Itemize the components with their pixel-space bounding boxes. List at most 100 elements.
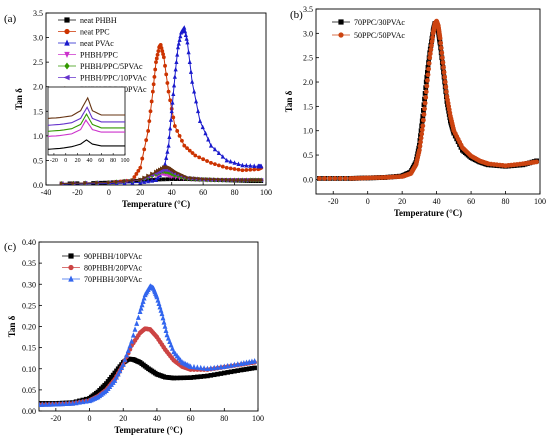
y-tick-label: 1.5 bbox=[303, 102, 313, 111]
data-point bbox=[165, 177, 170, 182]
data-point bbox=[418, 139, 423, 145]
x-tick-label: 0 bbox=[88, 414, 92, 423]
data-point bbox=[176, 171, 181, 176]
panel-label: (a) bbox=[4, 13, 17, 25]
data-point bbox=[165, 335, 171, 341]
data-point bbox=[154, 60, 158, 65]
data-point bbox=[178, 33, 183, 39]
data-point bbox=[174, 59, 179, 65]
x-tick-label: -20 bbox=[72, 188, 83, 197]
data-point bbox=[423, 89, 429, 95]
y-tick-label: 2.5 bbox=[33, 58, 43, 67]
plot-frame bbox=[315, 8, 541, 195]
data-point bbox=[170, 100, 175, 105]
data-point bbox=[138, 305, 144, 311]
data-point bbox=[213, 162, 217, 167]
data-point bbox=[430, 34, 435, 40]
y-tick-label: 2.0 bbox=[33, 83, 43, 92]
data-point bbox=[153, 67, 158, 72]
data-point bbox=[147, 119, 152, 124]
data-point bbox=[251, 178, 256, 183]
legend-label: 70PPC/30PVAc bbox=[354, 18, 405, 27]
data-point bbox=[317, 176, 322, 181]
data-point bbox=[417, 143, 423, 149]
data-point bbox=[186, 49, 191, 55]
data-point bbox=[424, 83, 430, 89]
data-point bbox=[140, 156, 145, 161]
data-point bbox=[73, 399, 79, 406]
data-point bbox=[60, 400, 66, 407]
data-point bbox=[228, 166, 233, 171]
data-point bbox=[216, 177, 222, 182]
data-point bbox=[146, 173, 151, 178]
panel-label: (b) bbox=[290, 9, 303, 21]
data-point bbox=[148, 109, 153, 114]
x-tick-label: 80 bbox=[502, 197, 510, 206]
panel-label: (c) bbox=[4, 241, 17, 253]
data-point bbox=[248, 163, 253, 168]
data-point bbox=[153, 177, 159, 182]
data-point bbox=[124, 352, 130, 358]
data-point bbox=[236, 178, 242, 183]
data-point bbox=[236, 167, 241, 172]
data-point bbox=[183, 28, 188, 34]
y-tick-label: 0.15 bbox=[22, 344, 36, 353]
series-group bbox=[317, 18, 539, 181]
y-tick-label: 0.05 bbox=[22, 386, 36, 395]
data-point bbox=[159, 46, 164, 50]
x-tick-label: 80 bbox=[231, 188, 239, 197]
data-point bbox=[443, 89, 449, 95]
data-point bbox=[201, 157, 206, 162]
data-point bbox=[228, 177, 234, 183]
data-point bbox=[134, 320, 140, 326]
data-point bbox=[423, 95, 429, 100]
inset-series-line bbox=[47, 112, 125, 132]
data-point bbox=[159, 310, 165, 317]
x-tick-label: 20 bbox=[136, 188, 144, 197]
data-point bbox=[76, 399, 82, 405]
data-point bbox=[188, 363, 194, 369]
x-tick-label: 40 bbox=[153, 414, 161, 423]
data-point bbox=[419, 131, 425, 137]
data-point bbox=[438, 45, 444, 51]
data-point bbox=[224, 165, 229, 170]
data-point bbox=[114, 179, 120, 184]
x-tick-label: 60 bbox=[467, 197, 475, 206]
data-point bbox=[209, 177, 214, 182]
data-point bbox=[83, 398, 89, 404]
data-point bbox=[327, 176, 333, 181]
legend-marker bbox=[68, 275, 74, 282]
data-point bbox=[252, 163, 257, 168]
data-point bbox=[164, 155, 169, 160]
series-group bbox=[59, 25, 264, 185]
data-point bbox=[150, 171, 155, 176]
data-point bbox=[117, 367, 123, 374]
data-point bbox=[194, 98, 199, 104]
data-point bbox=[201, 365, 207, 371]
data-point bbox=[184, 36, 189, 41]
x-tick-label: -40 bbox=[41, 188, 52, 197]
data-point bbox=[232, 167, 237, 171]
data-point bbox=[39, 401, 42, 407]
legend-label: PHBH/PPC bbox=[80, 51, 118, 60]
data-point bbox=[422, 106, 427, 112]
data-point bbox=[429, 43, 434, 48]
data-point bbox=[198, 364, 204, 371]
data-point bbox=[200, 124, 205, 130]
inset-x-tick-label: -20 bbox=[50, 158, 58, 164]
data-point bbox=[175, 129, 180, 133]
data-point bbox=[146, 178, 151, 184]
legend-marker bbox=[64, 62, 70, 70]
legend: neat PHBH neat PPC neat PVAc PHBH/PPC PHBH/P… bbox=[58, 16, 147, 94]
data-point bbox=[190, 79, 195, 84]
data-point bbox=[240, 162, 245, 168]
data-point bbox=[139, 301, 145, 308]
data-point bbox=[163, 327, 169, 334]
y-tick-label: 0.10 bbox=[22, 365, 36, 374]
data-point bbox=[205, 159, 209, 163]
data-point bbox=[205, 177, 210, 182]
inset-series-line bbox=[47, 139, 125, 150]
data-point bbox=[187, 148, 192, 153]
data-point bbox=[63, 400, 69, 407]
